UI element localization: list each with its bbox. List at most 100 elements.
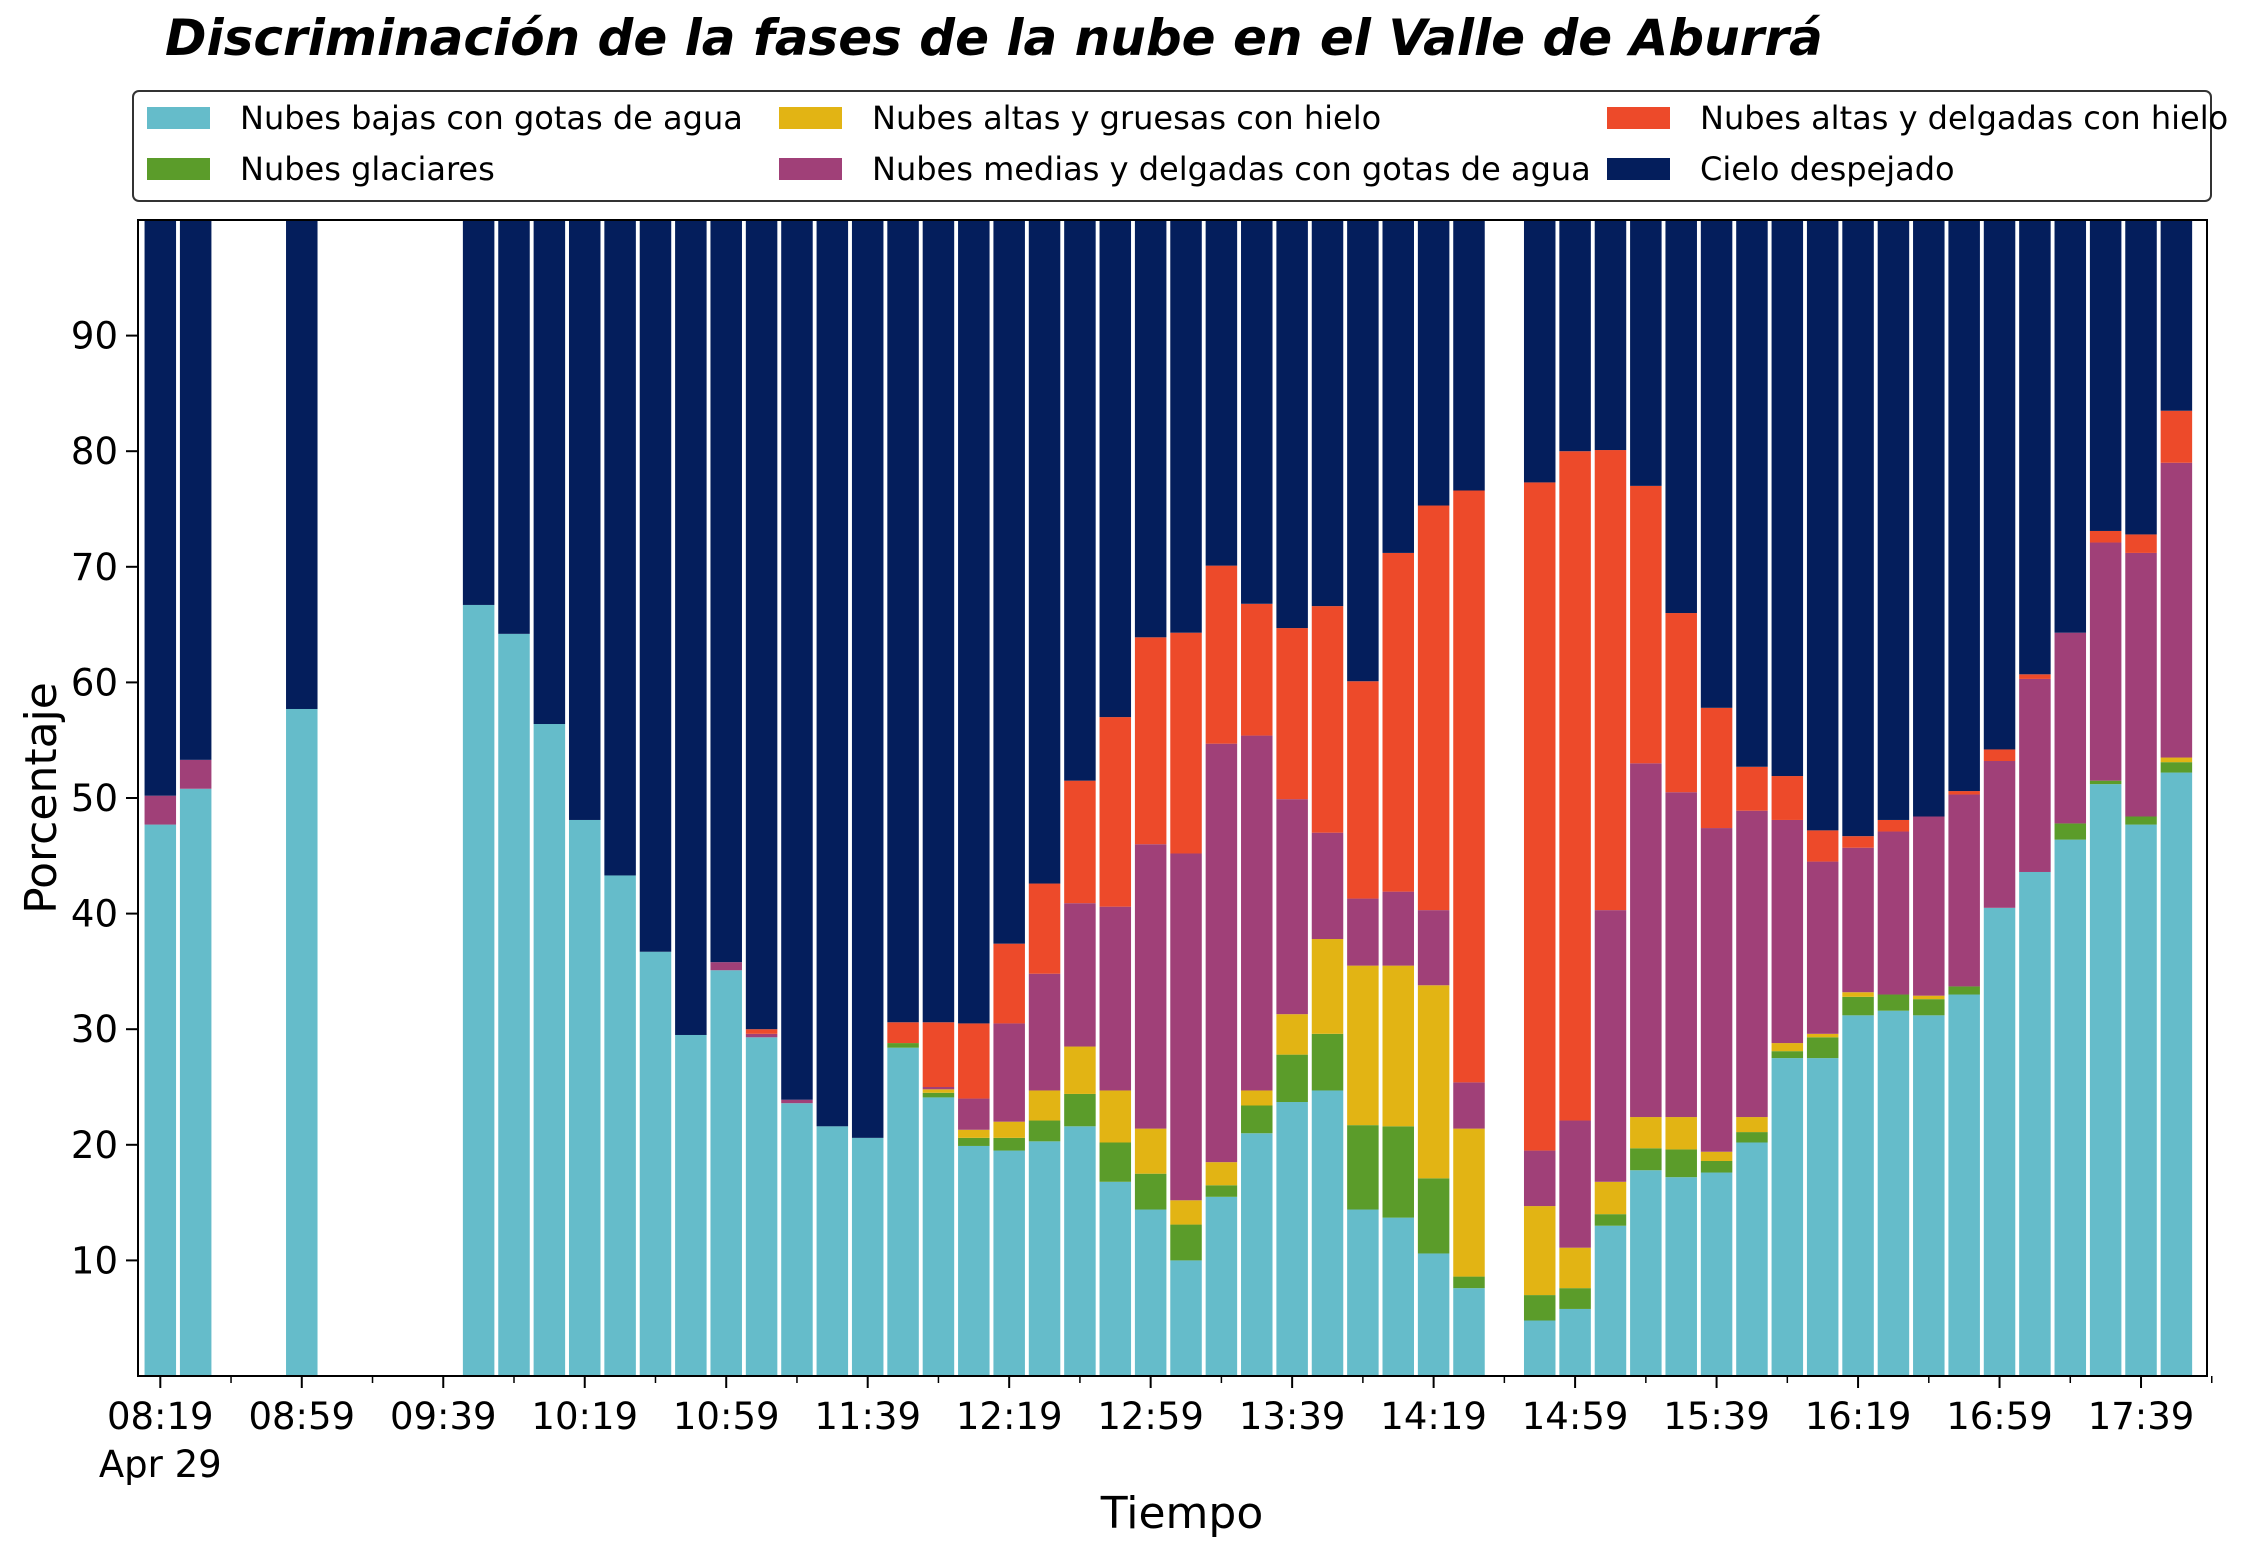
legend-swatch	[147, 158, 210, 180]
bar-segment	[1417, 1253, 1450, 1376]
bar-segment	[1099, 1090, 1132, 1143]
bar-segment	[1241, 1090, 1273, 1106]
bar-segment	[2019, 220, 2051, 675]
legend-label: Nubes bajas con gotas de agua	[240, 99, 743, 137]
bar-segment	[887, 1043, 919, 1048]
bar-segment	[993, 1150, 1025, 1376]
bar-segment	[1771, 220, 1804, 777]
bar-segment	[1665, 792, 1697, 1118]
bar-segment	[1842, 220, 1874, 837]
bar-segment	[2160, 410, 2193, 463]
bar-segment	[710, 962, 742, 971]
bar-segment	[958, 1023, 990, 1099]
bar-segment	[1594, 220, 1627, 451]
bar-segment	[1453, 1082, 1485, 1129]
bar-segment	[1665, 1149, 1697, 1178]
bar-segment	[2019, 674, 2051, 679]
bar-segment	[2089, 530, 2122, 543]
legend-label: Nubes altas y delgadas con hielo	[1700, 99, 2228, 137]
bar-segment	[1205, 1196, 1238, 1376]
bar-segment	[1417, 220, 1450, 506]
bar-segment	[958, 220, 990, 1024]
legend-swatch	[147, 107, 210, 129]
bar-segment	[498, 633, 530, 1376]
bar-segment	[1842, 992, 1874, 997]
bar-segment	[1099, 1181, 1132, 1376]
bar-segment	[1806, 830, 1839, 862]
bar-segment	[1700, 828, 1733, 1152]
chart-title: Discriminación de la fases de la nube en…	[165, 9, 1823, 67]
bar-segment	[1736, 766, 1768, 811]
x-tick-label: 15:39	[1663, 1395, 1770, 1438]
bar-segment	[1630, 485, 1662, 764]
bar-segment	[1877, 220, 1910, 820]
bar-segment	[2054, 839, 2087, 1376]
bar-segment	[1983, 220, 2016, 750]
bar-segment	[1417, 505, 1450, 911]
bar-segment	[1064, 1046, 1096, 1094]
y-tick-label: 30	[71, 1008, 118, 1051]
bar-segment	[745, 220, 778, 1030]
bar-segment	[1806, 1033, 1839, 1038]
bar-segment	[1028, 1141, 1061, 1376]
bar-segment	[1311, 939, 1344, 1034]
bar-segment	[1276, 1014, 1308, 1055]
bar-segment	[1983, 907, 2016, 1376]
bar-segment	[922, 1022, 955, 1087]
x-axis-label: Tiempo	[1100, 1488, 1264, 1539]
bar-segment	[1453, 1128, 1485, 1277]
bar-segment	[462, 604, 495, 1376]
y-tick-label: 40	[71, 893, 118, 936]
bar-segment	[1913, 220, 1945, 817]
x-tick-label: 10:59	[673, 1395, 780, 1438]
bar-segment	[1205, 565, 1238, 744]
bar-segment	[2019, 871, 2051, 1376]
bar-segment	[1241, 735, 1273, 1091]
y-tick-label: 20	[71, 1124, 118, 1167]
bar-segment	[993, 1023, 1025, 1122]
x-tick-label: 14:59	[1522, 1395, 1629, 1438]
bar-segment	[1417, 985, 1450, 1179]
bar-segment	[2160, 772, 2193, 1376]
y-tick-label: 70	[71, 546, 118, 589]
bar-segment	[2089, 542, 2122, 781]
bar-segment	[1241, 603, 1273, 736]
bar-segment	[604, 220, 636, 876]
legend-swatch	[779, 158, 842, 180]
bar-segment	[1806, 1037, 1839, 1059]
bar-segment	[1700, 1151, 1733, 1161]
bar-segment	[2089, 780, 2122, 785]
bar-segment	[144, 220, 177, 796]
bar-segment	[533, 220, 566, 725]
x-tick-label: 08:59	[248, 1395, 355, 1438]
bar-segment	[1630, 1148, 1662, 1171]
bar-segment	[1913, 999, 1945, 1016]
bar-segment	[1382, 1217, 1414, 1376]
x-tick-label: 13:39	[1239, 1395, 1346, 1438]
bar-segment	[781, 1099, 813, 1104]
bar-segment	[2054, 823, 2087, 840]
bar-segment	[1382, 965, 1414, 1127]
bar-segment	[1559, 1288, 1591, 1309]
bar-segment	[1276, 799, 1308, 1015]
bar-segment	[675, 220, 707, 1035]
bar-segment	[1382, 220, 1414, 553]
bar-segment	[1311, 606, 1344, 833]
bar-segment	[1170, 632, 1202, 854]
x-tick-label: 16:19	[1805, 1395, 1912, 1438]
y-axis-label: Porcentaje	[16, 682, 67, 914]
bar-segment	[1594, 1181, 1627, 1215]
bar-segment	[1453, 1276, 1485, 1289]
bar-segment	[286, 220, 318, 709]
bar-segment	[1594, 1225, 1627, 1376]
bar-segment	[1028, 883, 1061, 974]
bar-segment	[922, 220, 955, 1023]
bar-segment	[1099, 220, 1132, 718]
bar-segment	[1559, 1120, 1591, 1248]
bar-segment	[958, 1145, 990, 1376]
y-tick-label: 10	[71, 1239, 118, 1282]
bar-segment	[2160, 462, 2193, 758]
bar-segment	[675, 1034, 707, 1376]
bar-segment	[2054, 632, 2087, 824]
bar-segment	[2125, 552, 2157, 817]
